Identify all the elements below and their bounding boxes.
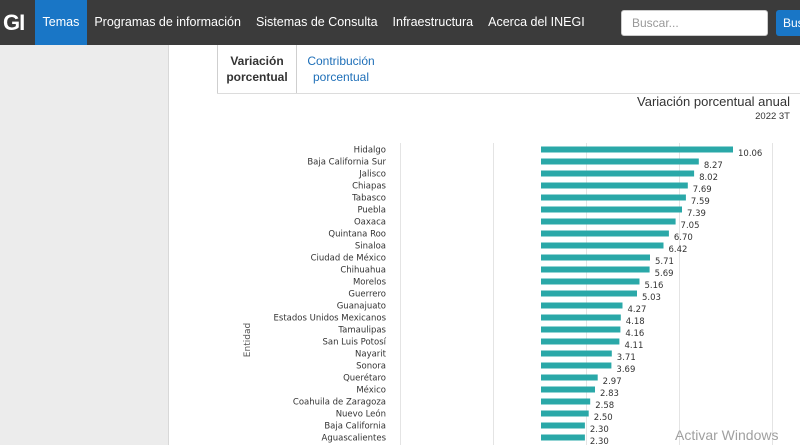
category-label: Guanajuato bbox=[337, 302, 386, 312]
value-label: 2.30 bbox=[590, 425, 609, 435]
bar[interactable] bbox=[541, 266, 650, 273]
bar[interactable] bbox=[541, 290, 637, 297]
value-label: 2.83 bbox=[600, 389, 619, 399]
category-label: Baja California bbox=[324, 422, 386, 432]
value-label: 7.39 bbox=[687, 209, 706, 219]
value-label: 4.18 bbox=[626, 317, 645, 327]
value-label: 4.27 bbox=[627, 305, 646, 315]
tab-contribucion-porcentual[interactable]: Contribución porcentual bbox=[297, 45, 385, 94]
bar[interactable] bbox=[541, 434, 585, 441]
category-label: Morelos bbox=[353, 278, 387, 288]
bar[interactable] bbox=[541, 350, 612, 357]
category-label: México bbox=[356, 385, 386, 396]
nav-acerca-del-inegi[interactable]: Acerca del INEGI bbox=[488, 15, 585, 29]
chart-subtitle: 2022 3T bbox=[755, 111, 790, 122]
nav-infraestructura[interactable]: Infraestructura bbox=[392, 15, 474, 29]
bar[interactable] bbox=[541, 146, 733, 153]
value-label: 7.05 bbox=[681, 221, 700, 231]
category-label: Sinaloa bbox=[355, 242, 386, 252]
tab-label-line1: Variación bbox=[230, 54, 284, 68]
y-axis-label: Entidad bbox=[243, 323, 253, 357]
category-label: Querétaro bbox=[343, 373, 386, 384]
value-label: 3.71 bbox=[617, 353, 636, 363]
category-label: San Luis Potosí bbox=[322, 338, 386, 348]
bar[interactable] bbox=[541, 338, 620, 345]
value-label: 4.16 bbox=[625, 329, 644, 339]
tabs-underline bbox=[217, 93, 800, 94]
bar[interactable] bbox=[541, 170, 695, 177]
bar[interactable] bbox=[541, 398, 591, 405]
category-label: Sonora bbox=[356, 362, 386, 372]
panel-divider bbox=[168, 45, 169, 445]
value-label: 10.06 bbox=[738, 149, 762, 159]
category-label: Oaxaca bbox=[354, 218, 386, 228]
bar[interactable] bbox=[541, 158, 699, 165]
main-nav: Temas Programas de información Sistemas … bbox=[35, 0, 592, 45]
bar[interactable] bbox=[541, 194, 686, 201]
value-label: 6.42 bbox=[669, 245, 688, 255]
category-label: Guerrero bbox=[348, 290, 386, 300]
tab-label-line2: porcentual bbox=[226, 70, 288, 84]
top-navbar: GI Temas Programas de información Sistem… bbox=[0, 0, 800, 45]
value-label: 2.58 bbox=[595, 401, 614, 411]
value-label: 2.50 bbox=[594, 413, 613, 423]
value-label: 6.70 bbox=[674, 233, 693, 243]
value-label: 7.59 bbox=[691, 197, 710, 207]
value-label: 4.11 bbox=[624, 341, 643, 351]
category-label: Nayarit bbox=[355, 350, 387, 360]
value-label: 8.27 bbox=[704, 161, 723, 171]
bar[interactable] bbox=[541, 326, 621, 333]
bar[interactable] bbox=[541, 362, 612, 369]
tab-label-line2: porcentual bbox=[312, 70, 370, 84]
bar[interactable] bbox=[541, 278, 640, 285]
tab-variacion-porcentual[interactable]: Variación porcentual bbox=[217, 45, 297, 94]
bar[interactable] bbox=[541, 230, 669, 237]
value-label: 5.69 bbox=[655, 269, 674, 279]
value-label: 8.02 bbox=[699, 173, 718, 183]
category-label: Tamaulipas bbox=[337, 326, 386, 336]
category-label: Chihuahua bbox=[340, 266, 386, 276]
bar[interactable] bbox=[541, 218, 676, 225]
value-label: 5.03 bbox=[642, 293, 661, 303]
value-label: 2.30 bbox=[590, 437, 609, 445]
bar[interactable] bbox=[541, 206, 682, 213]
category-label: Estados Unidos Mexicanos bbox=[274, 314, 387, 324]
inegi-logo[interactable]: GI bbox=[3, 10, 25, 35]
bar[interactable] bbox=[541, 242, 664, 249]
tab-label-line1: Contribución bbox=[307, 54, 375, 68]
windows-activation-watermark: Activar Windows bbox=[675, 427, 779, 443]
category-label: Hidalgo bbox=[354, 146, 386, 156]
bar[interactable] bbox=[541, 182, 688, 189]
left-panel bbox=[0, 45, 168, 445]
nav-sistemas-de-consulta[interactable]: Sistemas de Consulta bbox=[255, 15, 378, 29]
search-button[interactable]: Bus bbox=[776, 10, 800, 36]
category-label: Ciudad de México bbox=[311, 253, 386, 264]
nav-temas[interactable]: Temas bbox=[35, 0, 87, 45]
category-label: Chiapas bbox=[352, 182, 386, 192]
category-label: Puebla bbox=[357, 206, 386, 216]
bar[interactable] bbox=[541, 302, 623, 309]
value-label: 3.69 bbox=[616, 365, 635, 375]
category-label: Tabasco bbox=[351, 194, 386, 204]
category-label: Quintana Roo bbox=[328, 230, 386, 240]
value-label: 7.69 bbox=[693, 185, 712, 195]
category-label: Jalisco bbox=[358, 170, 386, 180]
bar[interactable] bbox=[541, 422, 585, 429]
chart-title: Variación porcentual anual bbox=[637, 94, 790, 109]
category-label: Baja California Sur bbox=[307, 158, 386, 168]
value-label: 5.71 bbox=[655, 257, 674, 267]
category-label: Coahuila de Zaragoza bbox=[293, 398, 386, 408]
value-label: 5.16 bbox=[644, 281, 663, 291]
search-input[interactable] bbox=[621, 10, 768, 36]
value-label: 2.97 bbox=[603, 377, 622, 387]
bar[interactable] bbox=[541, 254, 650, 261]
category-label: Aguascalientes bbox=[322, 434, 387, 444]
category-label: Nuevo León bbox=[336, 409, 386, 420]
bar[interactable] bbox=[541, 410, 589, 417]
bar[interactable] bbox=[541, 374, 598, 381]
bar[interactable] bbox=[541, 314, 621, 321]
nav-programas-de-informacion[interactable]: Programas de información bbox=[94, 15, 241, 29]
bar[interactable] bbox=[541, 386, 595, 393]
